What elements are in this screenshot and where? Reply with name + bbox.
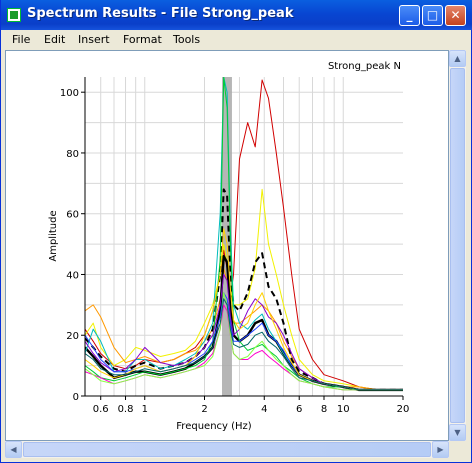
y-tick-label: 60 bbox=[66, 210, 79, 221]
menu-insert[interactable]: Insert bbox=[78, 33, 110, 46]
y-tick-label: 20 bbox=[66, 331, 79, 342]
close-button[interactable]: ✕ bbox=[445, 5, 466, 26]
chart-area: 0 20 40 60 80 100 0.6 0.8 1 2 4 6 8 10 20 Strong_peak… bbox=[5, 50, 449, 441]
spectrum-series-7 bbox=[85, 77, 403, 391]
plot-grid bbox=[85, 77, 403, 396]
spectrum-chart: 0 20 40 60 80 100 0.6 0.8 1 2 4 6 8 10 20 Strong_peak… bbox=[48, 61, 410, 432]
x-tick-label: 0.8 bbox=[118, 404, 134, 415]
horizontal-scrollbar[interactable]: ◀ ▶ bbox=[5, 441, 449, 458]
vertical-scrollbar[interactable]: ▲ ▼ bbox=[449, 50, 466, 441]
x-tick-label: 0.6 bbox=[93, 404, 109, 415]
y-tick-label: 80 bbox=[66, 149, 79, 160]
spectrum-series-11 bbox=[85, 228, 403, 391]
title-bar[interactable]: Spectrum Results - File Strong_peak _ □ … bbox=[1, 0, 472, 30]
selected-frequency-band bbox=[222, 77, 232, 396]
plot-background bbox=[85, 77, 403, 396]
scrollbar-corner bbox=[449, 441, 466, 458]
maximize-button[interactable]: □ bbox=[422, 5, 443, 26]
horizontal-scroll-thumb[interactable] bbox=[23, 442, 431, 457]
y-tick-label: 0 bbox=[73, 392, 79, 403]
x-tick-label: 20 bbox=[397, 404, 410, 415]
scroll-right-button[interactable]: ▶ bbox=[432, 441, 449, 458]
scroll-left-button[interactable]: ◀ bbox=[5, 441, 22, 458]
x-tick-label: 8 bbox=[321, 404, 327, 415]
x-tick-label: 1 bbox=[142, 404, 148, 415]
vertical-scroll-thumb[interactable] bbox=[450, 68, 465, 423]
menu-file[interactable]: File bbox=[12, 33, 31, 46]
x-tick-label: 6 bbox=[296, 404, 302, 415]
minimize-button[interactable]: _ bbox=[399, 5, 420, 26]
y-axis-label: Amplitude bbox=[48, 210, 59, 261]
x-tick-label: 4 bbox=[261, 404, 267, 415]
y-tick-label: 100 bbox=[60, 88, 79, 99]
scroll-up-button[interactable]: ▲ bbox=[449, 50, 466, 67]
menu-format[interactable]: Format bbox=[123, 33, 162, 46]
scroll-down-button[interactable]: ▼ bbox=[449, 424, 466, 441]
menu-bar: File Edit Insert Format Tools bbox=[5, 30, 208, 50]
window-title: Spectrum Results - File Strong_peak bbox=[27, 6, 294, 21]
spectrum-series-13 bbox=[85, 298, 403, 391]
y-tick-label: 40 bbox=[66, 270, 79, 281]
x-tick-label: 2 bbox=[201, 404, 207, 415]
spectrum-series-12 bbox=[85, 292, 403, 391]
menu-edit[interactable]: Edit bbox=[44, 33, 66, 46]
menu-tools[interactable]: Tools bbox=[173, 33, 201, 46]
spectrum-series-8 bbox=[85, 274, 403, 391]
chart-title: Strong_peak N bbox=[328, 61, 401, 72]
x-axis-label: Frequency (Hz) bbox=[176, 421, 252, 432]
app-icon bbox=[7, 8, 21, 22]
x-tick-label: 10 bbox=[337, 404, 350, 415]
spectrum-series-4 bbox=[85, 188, 403, 391]
